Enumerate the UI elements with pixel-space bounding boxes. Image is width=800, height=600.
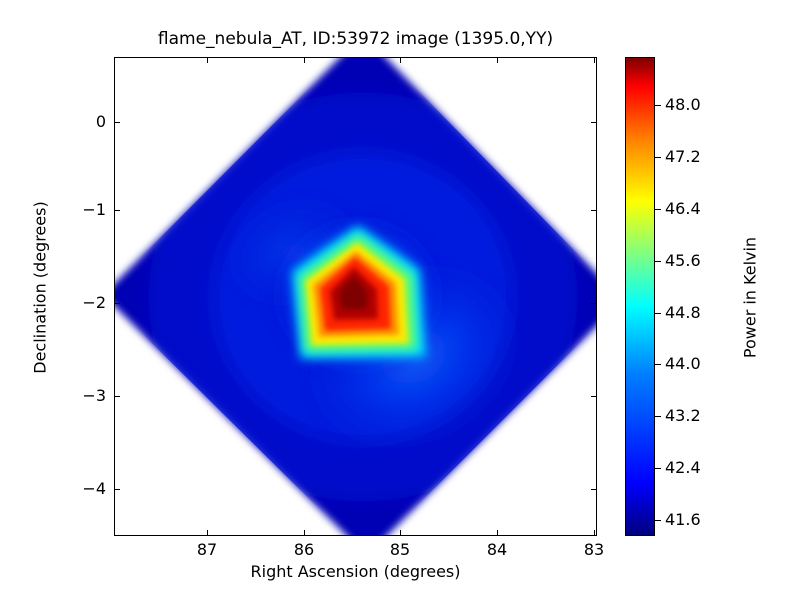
colorbar-axis-label: Power in Kelvin	[740, 236, 760, 359]
xtick-mark-86	[304, 530, 306, 536]
ytick-label-0: 0	[95, 112, 106, 131]
colorbar-label-43-2: 43.2	[665, 406, 701, 425]
xtick-mark-top-84	[497, 57, 499, 63]
xtick-mark-top-83	[594, 57, 596, 63]
xtick-mark-85	[400, 530, 402, 536]
x-axis-label: Right Ascension (degrees)	[250, 562, 461, 581]
colorbar-label-48-0: 48.0	[665, 95, 701, 114]
colorbar[interactable]	[625, 57, 655, 536]
page-title: flame_nebula_AT, ID:53972 image (1395.0,…	[157, 29, 554, 49]
ytick-mark-right-minus2	[591, 303, 597, 305]
xtick-label-83: 83	[583, 540, 605, 559]
colorbar-tick-47-2	[655, 157, 661, 159]
xtick-mark-top-85	[400, 57, 402, 63]
colorbar-tick-45-6	[655, 261, 661, 263]
colorbar-tick-41-6	[655, 520, 661, 522]
ytick-mark-minus3	[114, 396, 120, 398]
colorbar-tick-43-2	[655, 416, 661, 418]
colorbar-label-44-8: 44.8	[665, 303, 701, 322]
xtick-label-87: 87	[196, 540, 218, 559]
ytick-mark-minus2	[114, 303, 120, 305]
colorbar-tick-46-4	[655, 209, 661, 211]
sky-map-axes[interactable]	[114, 57, 597, 536]
xtick-label-85: 85	[389, 540, 411, 559]
ytick-label-minus1: −1	[82, 200, 106, 219]
ytick-label-minus4: −4	[82, 479, 106, 498]
ytick-label-minus2: −2	[82, 293, 106, 312]
heatmap-image	[115, 58, 596, 535]
colorbar-label-46-4: 46.4	[665, 199, 701, 218]
xtick-label-84: 84	[486, 540, 508, 559]
y-axis-label: Declination (degrees)	[30, 201, 50, 374]
ytick-mark-right-0	[591, 122, 597, 124]
xtick-mark-top-87	[207, 57, 209, 63]
colorbar-tick-44-0	[655, 364, 661, 366]
colorbar-label-45-6: 45.6	[665, 251, 701, 270]
ytick-mark-minus1	[114, 210, 120, 212]
xtick-mark-84	[497, 530, 499, 536]
colorbar-tick-42-4	[655, 468, 661, 470]
ytick-label-minus3: −3	[82, 386, 106, 405]
xtick-label-86: 86	[293, 540, 315, 559]
colorbar-label-44-0: 44.0	[665, 354, 701, 373]
colorbar-tick-44-8	[655, 313, 661, 315]
ytick-mark-right-minus1	[591, 210, 597, 212]
ytick-mark-minus4	[114, 489, 120, 491]
xtick-mark-83	[594, 530, 596, 536]
xtick-mark-87	[207, 530, 209, 536]
colorbar-label-47-2: 47.2	[665, 147, 701, 166]
colorbar-label-42-4: 42.4	[665, 458, 701, 477]
xtick-mark-top-86	[304, 57, 306, 63]
ytick-mark-right-minus3	[591, 396, 597, 398]
colorbar-tick-48-0	[655, 105, 661, 107]
ytick-mark-0	[114, 122, 120, 124]
colorbar-label-41-6: 41.6	[665, 510, 701, 529]
ytick-mark-right-minus4	[591, 489, 597, 491]
